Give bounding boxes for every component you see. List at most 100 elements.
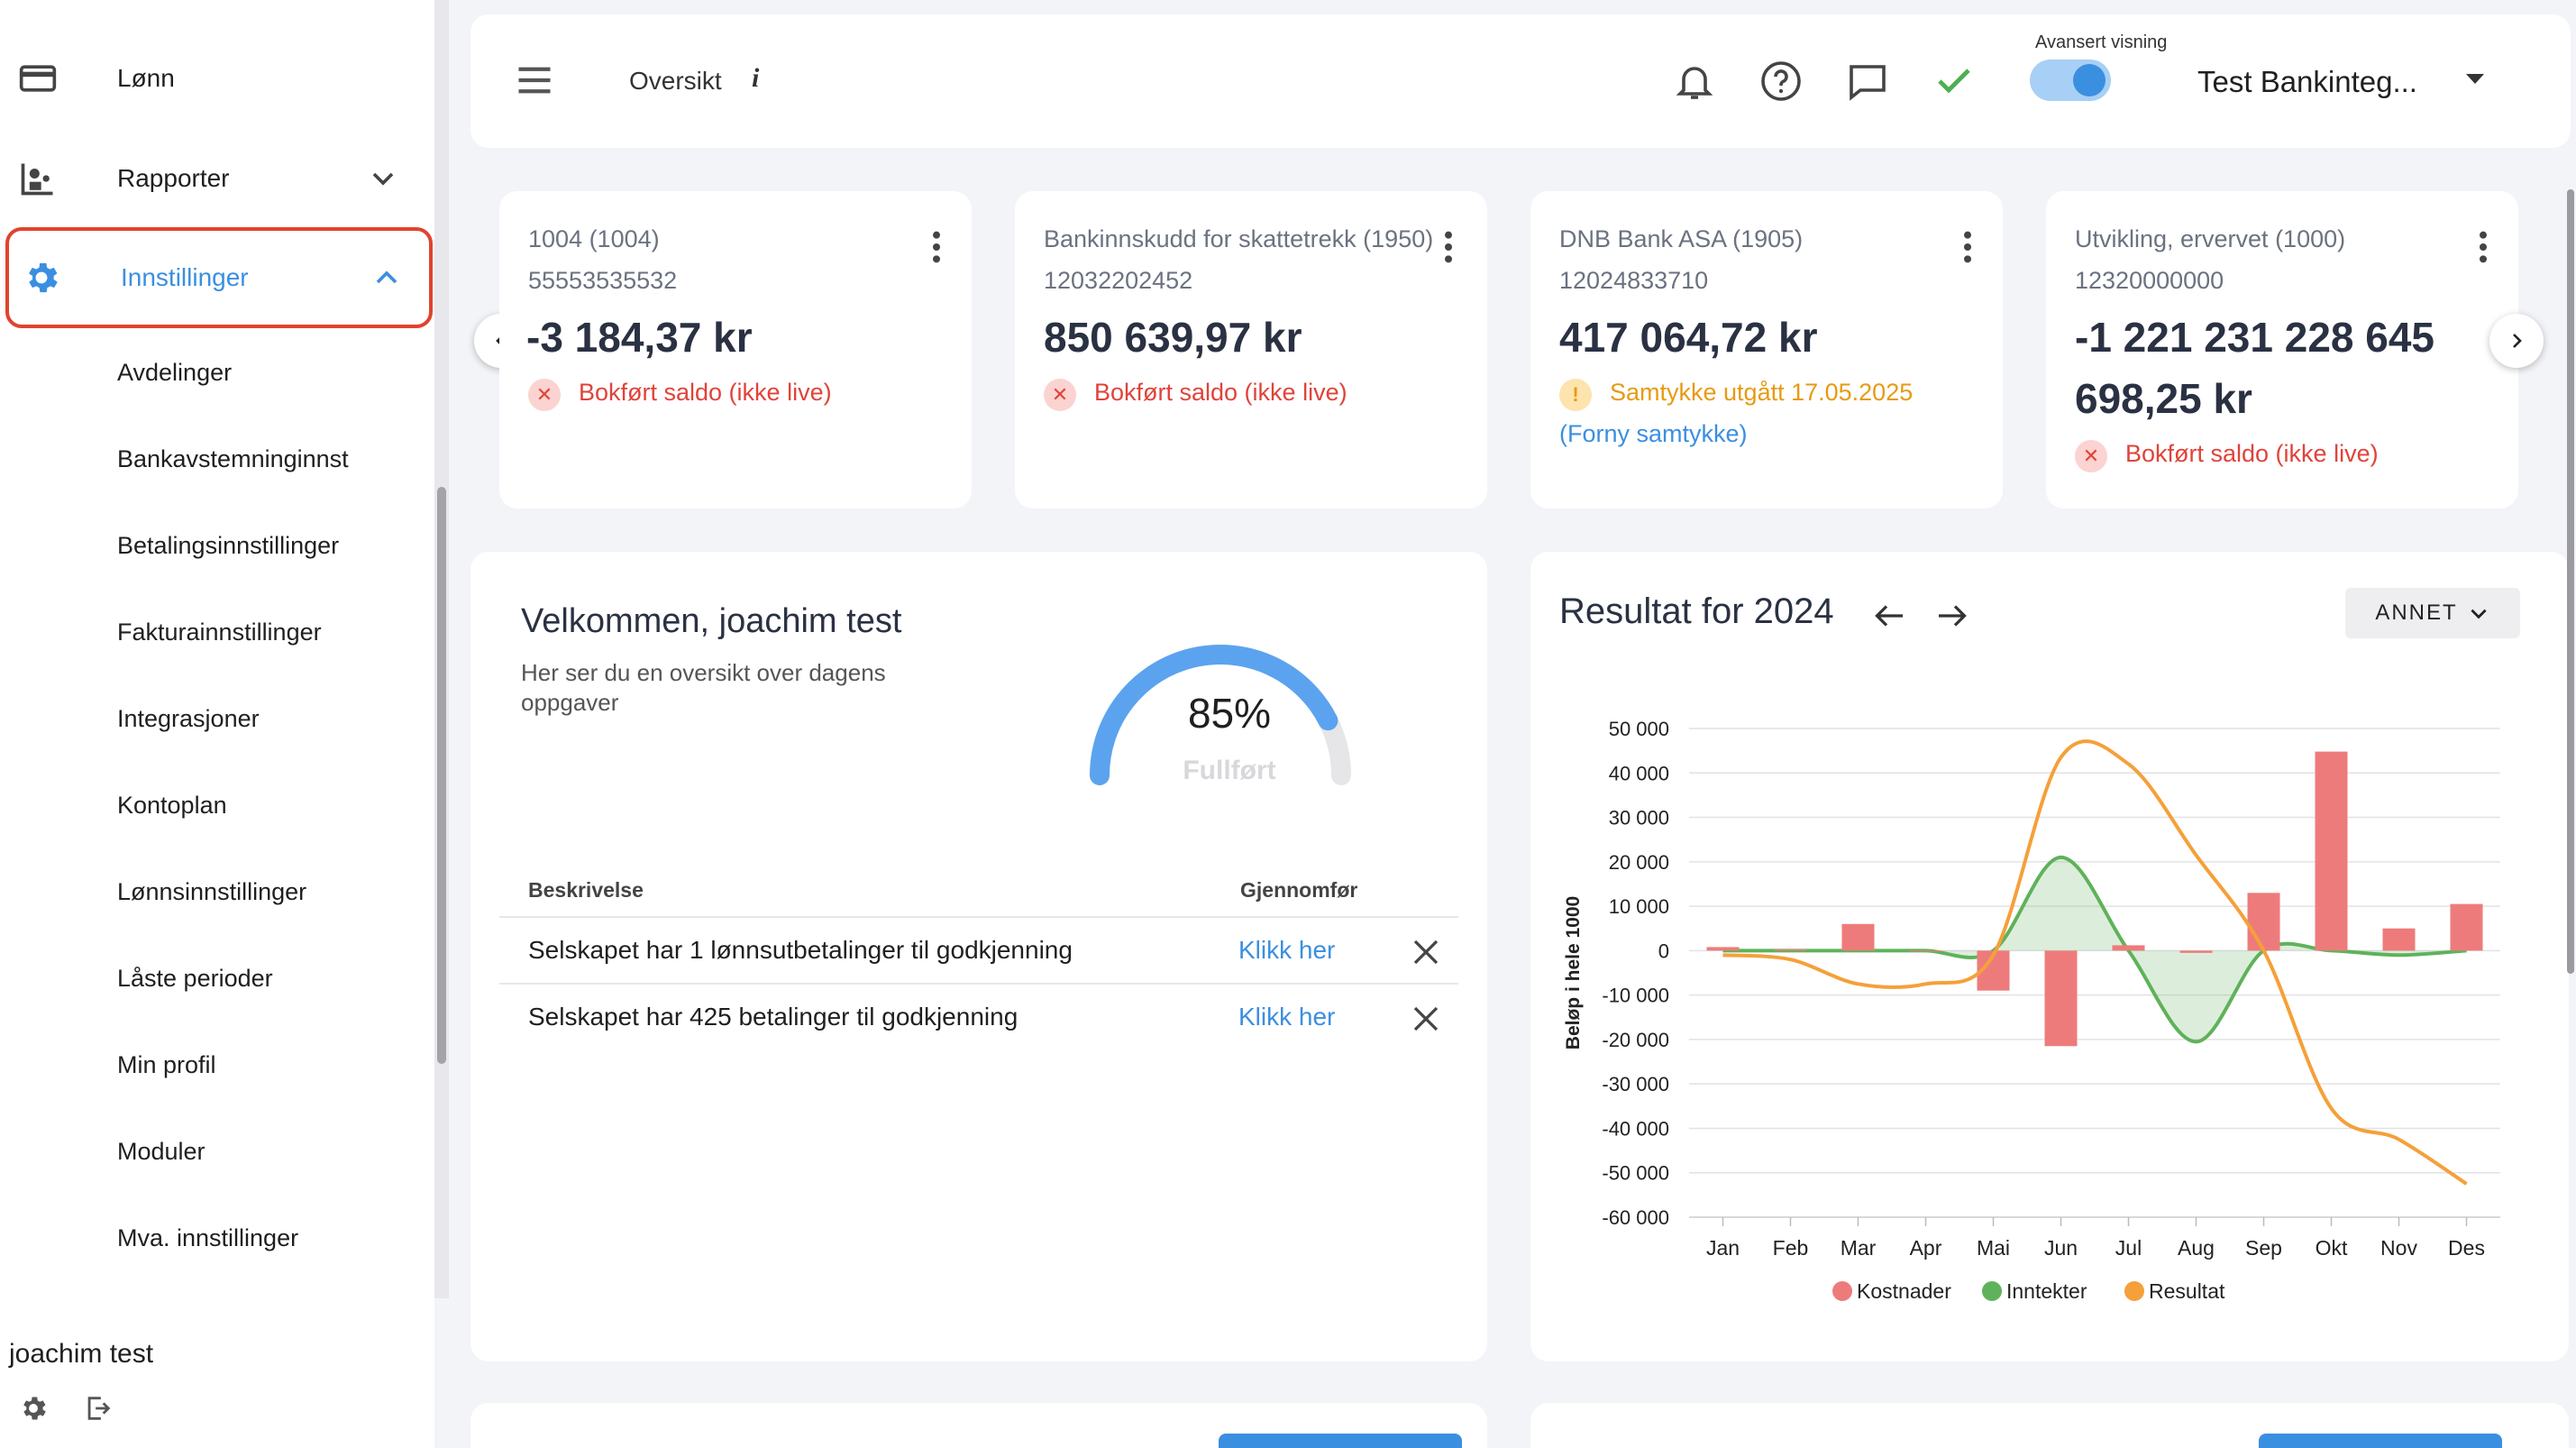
- account-status: ! Samtykke utgått 17.05.2025: [1559, 379, 1913, 411]
- chevron-down-icon: [2471, 609, 2487, 619]
- account-card[interactable]: 1004 (1004) 55553535532 -3 184,37 kr ✕ Bo…: [499, 191, 972, 509]
- account-balance: -3 184,37 kr: [526, 314, 753, 361]
- x-tick-label: Aug: [2178, 1236, 2215, 1260]
- bottom-card: [1530, 1403, 2569, 1448]
- main-scrollbar[interactable]: [2567, 189, 2574, 974]
- chevron-right-icon: [2513, 334, 2522, 348]
- table-row-link[interactable]: Klikk her: [1238, 1003, 1336, 1031]
- x-tick-label: Apr: [1910, 1236, 1942, 1260]
- account-number: 12024833710: [1559, 267, 1709, 294]
- chat-icon[interactable]: [1846, 60, 1889, 103]
- submenu-item-fakturainnstillinger[interactable]: Fakturainnstillinger: [117, 619, 322, 646]
- account-status: ✕ Bokført saldo (ikke live): [1044, 379, 1347, 411]
- sidebar-scrollbar[interactable]: [437, 487, 446, 1064]
- account-card[interactable]: Bankinnskudd for skattetrekk (1950) 1203…: [1015, 191, 1487, 509]
- submenu-item-kontoplan[interactable]: Kontoplan: [117, 792, 227, 819]
- topbar: Oversikt i Avansert visning Test Bankint…: [470, 14, 2571, 148]
- sidebar-item-label: Rapporter: [117, 164, 230, 192]
- carousel-next-button[interactable]: [2489, 314, 2544, 368]
- submenu-item-integrasjoner[interactable]: Integrasjoner: [117, 705, 260, 732]
- submenu-item-moduler[interactable]: Moduler: [117, 1138, 206, 1165]
- x-tick-label: Feb: [1773, 1236, 1809, 1260]
- gear-icon[interactable]: [18, 1393, 49, 1424]
- account-card[interactable]: DNB Bank ASA (1905) 12024833710 417 064,…: [1530, 191, 2003, 509]
- account-card[interactable]: Utvikling, ervervet (1000) 12320000000 -…: [2046, 191, 2518, 509]
- submenu-item-betalingsinnstillinger[interactable]: Betalingsinnstillinger: [117, 532, 340, 559]
- caret-down-icon[interactable]: [2466, 74, 2484, 84]
- close-icon[interactable]: [1410, 936, 1442, 968]
- y-tick-label: -60 000: [1602, 1206, 1669, 1229]
- bar-kostnader: [1706, 947, 1740, 951]
- sidebar-item-label: Innstillinger: [121, 263, 249, 291]
- account-name: Bankinnskudd for skattetrekk (1950): [1044, 225, 1434, 252]
- result-chart: 50 000 40 000 30 000 20 000 10 000 0 -10 000 -2…: [1563, 718, 2500, 1303]
- more-vert-icon[interactable]: [2479, 229, 2488, 265]
- bar-kostnader: [2315, 751, 2348, 951]
- bottom-card: [470, 1403, 1487, 1448]
- menu-icon[interactable]: [516, 64, 553, 96]
- submenu-item-mva[interactable]: Mva. innstillinger: [117, 1224, 299, 1251]
- x-tick-label: Jun: [2044, 1236, 2078, 1260]
- close-icon[interactable]: [1410, 1003, 1442, 1035]
- y-tick-label: 40 000: [1609, 762, 1669, 784]
- more-vert-icon[interactable]: [1963, 229, 1972, 265]
- submenu-item-min-profil[interactable]: Min profil: [117, 1051, 216, 1078]
- series-line-resultat: [1722, 739, 2468, 1186]
- account-name: DNB Bank ASA (1905): [1559, 225, 1804, 252]
- bar-kostnader: [2179, 950, 2213, 953]
- company-selector[interactable]: Test Bankinteg...: [2197, 65, 2417, 98]
- submenu-item-bankavstemning[interactable]: Bankavstemninginnst: [117, 445, 349, 472]
- chevron-down-icon: [372, 172, 394, 186]
- check-icon[interactable]: [1932, 60, 1976, 103]
- sidebar-item-lonn[interactable]: Lønn: [0, 29, 434, 128]
- chart-title: Resultat for 2024: [1559, 591, 1834, 631]
- account-status: ✕ Bokført saldo (ikke live): [2075, 440, 2379, 472]
- arrow-right-icon[interactable]: [1936, 602, 1969, 629]
- x-tick-label: Des: [2448, 1236, 2485, 1260]
- progress-percent: 85%: [1187, 690, 1272, 737]
- account-status-text: Samtykke utgått 17.05.2025: [1610, 379, 1914, 406]
- submenu-item-lonnsinnstillinger[interactable]: Lønnsinnstillinger: [117, 878, 307, 905]
- result-chart-card: Resultat for 2024 ANNET 50 000 40 000 30 0…: [1530, 552, 2569, 1361]
- y-tick-label: 0: [1658, 939, 1669, 962]
- bar-kostnader: [2044, 950, 2078, 1047]
- renew-consent-link[interactable]: (Forny samtykke): [1559, 420, 1748, 447]
- help-icon[interactable]: [1759, 60, 1803, 103]
- y-tick-label: -50 000: [1602, 1162, 1669, 1185]
- bar-kostnader: [2247, 893, 2280, 951]
- welcome-card: Velkommen, joachim test Her ser du en ov…: [470, 552, 1487, 1361]
- y-tick-label: -40 000: [1602, 1117, 1669, 1140]
- submenu-item-laste-perioder[interactable]: Låste perioder: [117, 965, 273, 992]
- welcome-subtitle: Her ser du en oversikt over dagens oppga…: [521, 659, 886, 716]
- bell-icon[interactable]: [1673, 60, 1716, 103]
- account-status-text: Bokført saldo (ikke live): [2125, 440, 2379, 467]
- submenu-item-avdelinger[interactable]: Avdelinger: [117, 359, 233, 386]
- sidebar: Lønn Rapporter Innstillinger Avdelinger …: [0, 0, 434, 1448]
- sidebar-item-rapporter[interactable]: Rapporter: [0, 129, 434, 228]
- x-tick-label: Mai: [1977, 1236, 2010, 1260]
- legend-label: Resultat: [2149, 1279, 2225, 1303]
- warning-icon: !: [1559, 379, 1592, 411]
- bottom-button[interactable]: [2259, 1434, 2502, 1448]
- account-balance-cont: 698,25 kr: [2075, 375, 2252, 422]
- account-balance: -1 221 231 228 645: [2075, 314, 2435, 361]
- table-row-link[interactable]: Klikk her: [1238, 936, 1336, 964]
- y-tick-label: 50 000: [1609, 718, 1669, 740]
- advanced-view-toggle[interactable]: [2030, 60, 2111, 101]
- bar-kostnader: [2112, 945, 2145, 951]
- y-tick-label: -20 000: [1602, 1029, 1669, 1051]
- bar-kostnader: [1909, 950, 1942, 952]
- table-row-text: Selskapet har 425 betalinger til godkjen…: [528, 1003, 1019, 1031]
- account-name: Utvikling, ervervet (1000): [2075, 225, 2346, 252]
- more-vert-icon[interactable]: [932, 229, 941, 265]
- logout-icon[interactable]: [83, 1393, 114, 1424]
- error-icon: ✕: [2075, 440, 2107, 472]
- bar-kostnader: [1841, 923, 1875, 951]
- account-number: 55553535532: [528, 267, 678, 294]
- more-vert-icon[interactable]: [1444, 229, 1453, 265]
- bottom-button[interactable]: [1219, 1434, 1462, 1448]
- info-icon[interactable]: i: [752, 63, 760, 93]
- filter-dropdown-button[interactable]: ANNET: [2345, 588, 2520, 638]
- arrow-left-icon[interactable]: [1873, 602, 1905, 629]
- sidebar-item-innstillinger[interactable]: Innstillinger: [5, 227, 433, 328]
